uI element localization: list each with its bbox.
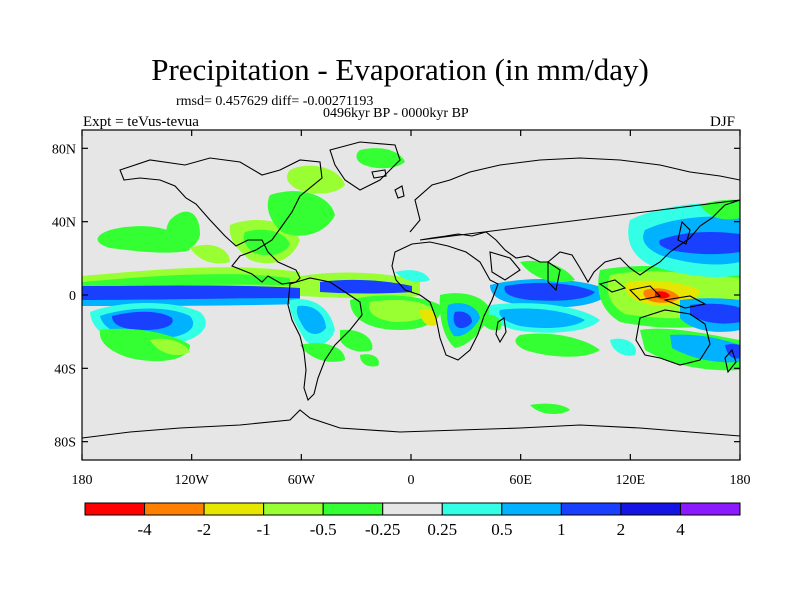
colorbar-labels: -4 -2 -1 -0.5 -0.25 0.25 0.5 1 2 4: [137, 520, 685, 539]
colorbar-label-4: -0.25: [365, 520, 400, 539]
experiment-label: Expt = teVus-tevua: [83, 114, 199, 130]
colorbar-label-2: -1: [257, 520, 271, 539]
chart-title: Precipitation - Evaporation (in mm/day): [151, 52, 649, 87]
colorbar-box-3: [263, 502, 324, 516]
colorbar-label-9: 4: [676, 520, 685, 539]
y-tick-label-2: 0: [69, 289, 76, 304]
period-label: 0496kyr BP - 0000kyr BP: [323, 106, 469, 121]
colorbar-label-5: 0.25: [427, 520, 457, 539]
x-tick-label-4: 60E: [509, 473, 532, 488]
stats-label: rmsd= 0.457629 diff= -0.00271193: [176, 94, 374, 109]
colorbar-box-4: [322, 502, 384, 516]
colorbar-box-10: [679, 502, 741, 516]
colorbar-label-1: -2: [197, 520, 211, 539]
colorbar-label-3: -0.5: [310, 520, 337, 539]
y-tick-label-0: 80N: [52, 142, 76, 157]
x-tick-label-1: 120W: [175, 473, 210, 488]
y-tick-label-1: 40N: [52, 216, 76, 231]
colorbar-box-6: [441, 502, 503, 516]
colorbar-label-0: -4: [137, 520, 152, 539]
x-tick-label-0: 180: [72, 473, 93, 488]
colorbar-box-0: [84, 502, 146, 516]
x-tick-label-6: 180: [730, 473, 751, 488]
colorbar-label-6: 0.5: [491, 520, 512, 539]
colorbar-box-5: [382, 502, 443, 516]
y-tick-label-3: 40S: [54, 362, 76, 377]
colorbar-box-9: [620, 502, 681, 516]
colorbar-box-8: [560, 502, 622, 516]
map-ticks: 180 120W 60W 0 60E 120E 180 80N 40N 0 40S 80S: [52, 130, 751, 488]
y-tick-label-4: 80S: [54, 436, 76, 451]
colorbar-boxes: [84, 502, 741, 516]
coastlines: [82, 141, 740, 439]
season-label: DJF: [710, 114, 736, 130]
x-tick-label-2: 60W: [288, 473, 316, 488]
x-tick-label-5: 120E: [616, 473, 646, 488]
colorbar-label-7: 1: [557, 520, 566, 539]
colorbar-label-8: 2: [617, 520, 626, 539]
colorbar-box-2: [203, 502, 265, 516]
colorbar-box-7: [501, 502, 562, 516]
x-tick-label-3: 0: [408, 473, 415, 488]
colorbar-box-1: [144, 502, 205, 516]
